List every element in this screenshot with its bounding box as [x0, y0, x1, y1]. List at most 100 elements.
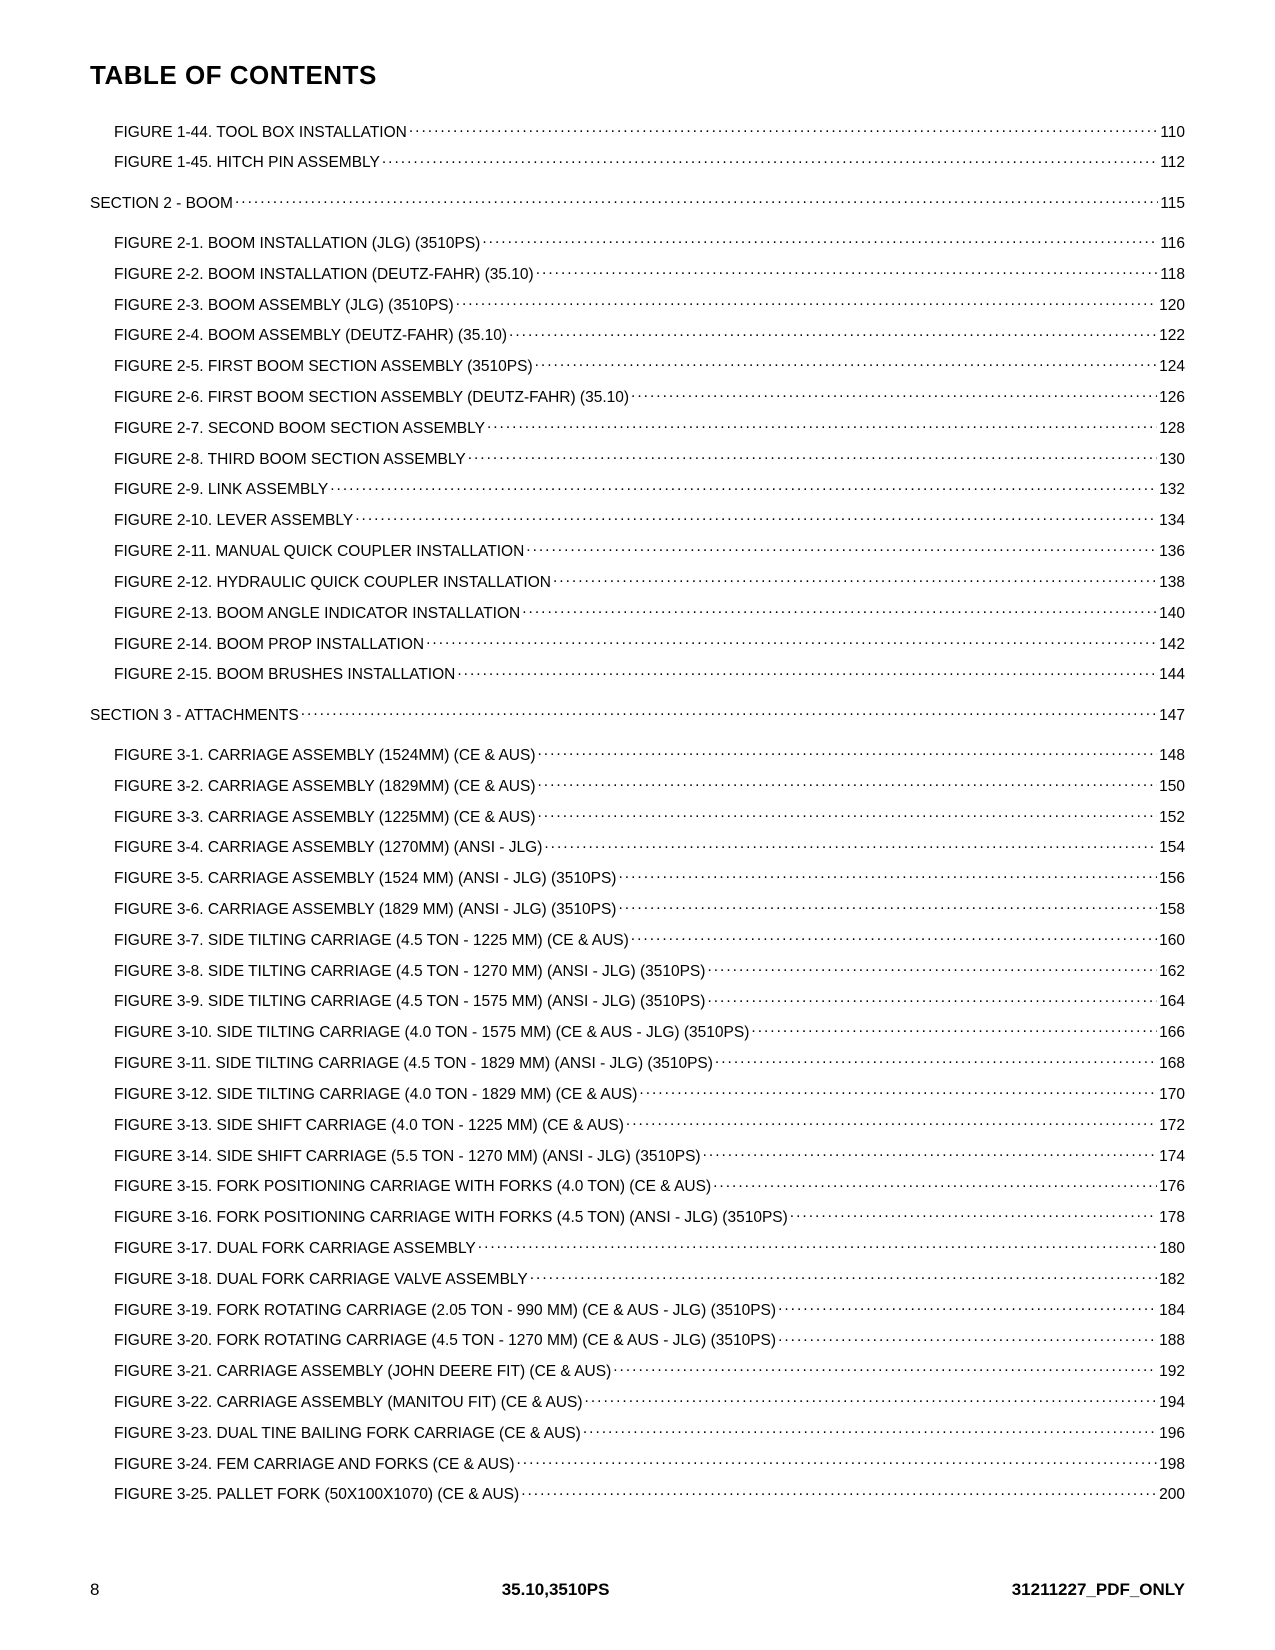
- toc-leader-dots: [456, 294, 1157, 310]
- toc-entry-label: FIGURE 2-4. BOOM ASSEMBLY (DEUTZ-FAHR) (…: [114, 327, 507, 345]
- toc-entry-label: FIGURE 3-23. DUAL TINE BAILING FORK CARR…: [114, 1425, 581, 1443]
- toc-entry-label: FIGURE 2-6. FIRST BOOM SECTION ASSEMBLY …: [114, 389, 629, 407]
- toc-entry: FIGURE 3-7. SIDE TILTING CARRIAGE (4.5 T…: [90, 929, 1185, 949]
- toc-entry-label: FIGURE 1-45. HITCH PIN ASSEMBLY: [114, 154, 380, 172]
- toc-leader-dots: [426, 633, 1157, 649]
- toc-entry-label: FIGURE 2-14. BOOM PROP INSTALLATION: [114, 636, 424, 654]
- toc-entry: FIGURE 1-45. HITCH PIN ASSEMBLY 112: [90, 152, 1185, 172]
- toc-leader-dots: [235, 192, 1158, 208]
- toc-entry: FIGURE 3-10. SIDE TILTING CARRIAGE (4.0 …: [90, 1022, 1185, 1042]
- toc-entry-label: FIGURE 2-3. BOOM ASSEMBLY (JLG) (3510PS): [114, 297, 454, 315]
- toc-entry-label: FIGURE 3-25. PALLET FORK (50X100X1070) (…: [114, 1486, 519, 1504]
- toc-entry-label: FIGURE 3-6. CARRIAGE ASSEMBLY (1829 MM) …: [114, 901, 616, 919]
- toc-entry-label: FIGURE 3-1. CARRIAGE ASSEMBLY (1524MM) (…: [114, 747, 535, 765]
- toc-entry: FIGURE 2-13. BOOM ANGLE INDICATOR INSTAL…: [90, 602, 1185, 622]
- toc-leader-dots: [553, 571, 1157, 587]
- toc-leader-dots: [482, 232, 1158, 248]
- toc-entry-page: 142: [1159, 636, 1185, 654]
- toc-leader-dots: [537, 744, 1157, 760]
- toc-leader-dots: [478, 1237, 1157, 1253]
- toc-entry: FIGURE 2-11. MANUAL QUICK COUPLER INSTAL…: [90, 541, 1185, 561]
- toc-leader-dots: [487, 417, 1157, 433]
- toc-entry: FIGURE 3-8. SIDE TILTING CARRIAGE (4.5 T…: [90, 960, 1185, 980]
- toc-leader-dots: [355, 510, 1157, 526]
- page-footer: 8 35.10,3510PS 31211227_PDF_ONLY: [90, 1580, 1185, 1600]
- toc-list: FIGURE 1-44. TOOL BOX INSTALLATION110FIG…: [90, 121, 1185, 1504]
- toc-entry: SECTION 2 - BOOM115: [90, 192, 1185, 212]
- toc-entry: FIGURE 2-15. BOOM BRUSHES INSTALLATION 1…: [90, 664, 1185, 684]
- toc-entry-label: FIGURE 3-15. FORK POSITIONING CARRIAGE W…: [114, 1178, 711, 1196]
- toc-entry-label: FIGURE 3-17. DUAL FORK CARRIAGE ASSEMBLY: [114, 1240, 476, 1258]
- toc-entry: FIGURE 2-12. HYDRAULIC QUICK COUPLER INS…: [90, 571, 1185, 591]
- toc-entry-label: FIGURE 2-15. BOOM BRUSHES INSTALLATION: [114, 666, 455, 684]
- toc-entry-label: FIGURE 3-24. FEM CARRIAGE AND FORKS (CE …: [114, 1456, 515, 1474]
- toc-leader-dots: [713, 1176, 1157, 1192]
- toc-leader-dots: [521, 1484, 1157, 1500]
- toc-entry-page: 130: [1159, 451, 1185, 469]
- toc-entry-label: FIGURE 2-8. THIRD BOOM SECTION ASSEMBLY: [114, 451, 466, 469]
- toc-entry-label: FIGURE 2-2. BOOM INSTALLATION (DEUTZ-FAH…: [114, 266, 534, 284]
- toc-entry: FIGURE 2-8. THIRD BOOM SECTION ASSEMBLY 1…: [90, 448, 1185, 468]
- toc-entry-page: 147: [1159, 707, 1185, 725]
- toc-leader-dots: [530, 1268, 1157, 1284]
- toc-entry-page: 112: [1160, 154, 1185, 172]
- toc-leader-dots: [715, 1053, 1157, 1069]
- toc-entry-page: 194: [1159, 1394, 1185, 1412]
- toc-entry: FIGURE 3-21. CARRIAGE ASSEMBLY (JOHN DEE…: [90, 1361, 1185, 1381]
- toc-leader-dots: [618, 899, 1157, 915]
- toc-leader-dots: [517, 1453, 1158, 1469]
- toc-entry-page: 140: [1159, 605, 1185, 623]
- toc-entry: FIGURE 3-15. FORK POSITIONING CARRIAGE W…: [90, 1176, 1185, 1196]
- toc-entry: FIGURE 3-14. SIDE SHIFT CARRIAGE (5.5 TO…: [90, 1145, 1185, 1165]
- toc-entry-label: FIGURE 3-16. FORK POSITIONING CARRIAGE W…: [114, 1209, 788, 1227]
- toc-leader-dots: [537, 775, 1157, 791]
- toc-entry-page: 184: [1159, 1302, 1185, 1320]
- toc-entry-page: 192: [1159, 1363, 1185, 1381]
- toc-entry: FIGURE 3-3. CARRIAGE ASSEMBLY (1225MM) (…: [90, 806, 1185, 826]
- toc-entry-label: FIGURE 3-19. FORK ROTATING CARRIAGE (2.0…: [114, 1302, 776, 1320]
- toc-leader-dots: [522, 602, 1157, 618]
- toc-entry-label: FIGURE 3-12. SIDE TILTING CARRIAGE (4.0 …: [114, 1086, 637, 1104]
- toc-entry: FIGURE 3-4. CARRIAGE ASSEMBLY (1270MM) (…: [90, 837, 1185, 857]
- toc-entry: FIGURE 3-23. DUAL TINE BAILING FORK CARR…: [90, 1422, 1185, 1442]
- toc-entry: FIGURE 2-4. BOOM ASSEMBLY (DEUTZ-FAHR) (…: [90, 325, 1185, 345]
- toc-entry: FIGURE 3-1. CARRIAGE ASSEMBLY (1524MM) (…: [90, 744, 1185, 764]
- toc-entry-label: FIGURE 2-5. FIRST BOOM SECTION ASSEMBLY …: [114, 358, 533, 376]
- toc-leader-dots: [583, 1422, 1157, 1438]
- toc-entry-page: 200: [1159, 1486, 1185, 1504]
- toc-entry-page: 174: [1159, 1148, 1185, 1166]
- toc-entry-page: 164: [1159, 993, 1185, 1011]
- footer-page-number: 8: [90, 1580, 99, 1600]
- toc-entry-page: 120: [1159, 297, 1185, 315]
- toc-entry-page: 198: [1159, 1456, 1185, 1474]
- toc-leader-dots: [707, 991, 1157, 1007]
- toc-entry-label: FIGURE 1-44. TOOL BOX INSTALLATION: [114, 124, 407, 142]
- toc-entry-label: FIGURE 3-2. CARRIAGE ASSEMBLY (1829MM) (…: [114, 778, 535, 796]
- toc-leader-dots: [751, 1022, 1157, 1038]
- toc-entry: FIGURE 3-5. CARRIAGE ASSEMBLY (1524 MM) …: [90, 868, 1185, 888]
- toc-entry-page: 176: [1159, 1178, 1185, 1196]
- toc-entry-label: FIGURE 2-13. BOOM ANGLE INDICATOR INSTAL…: [114, 605, 520, 623]
- toc-entry-page: 168: [1159, 1055, 1185, 1073]
- footer-model: 35.10,3510PS: [502, 1580, 610, 1600]
- toc-entry-label: FIGURE 2-12. HYDRAULIC QUICK COUPLER INS…: [114, 574, 551, 592]
- toc-entry-label: FIGURE 2-10. LEVER ASSEMBLY: [114, 512, 353, 530]
- toc-entry-page: 182: [1159, 1271, 1185, 1289]
- toc-entry-label: FIGURE 3-4. CARRIAGE ASSEMBLY (1270MM) (…: [114, 839, 542, 857]
- toc-entry: FIGURE 2-14. BOOM PROP INSTALLATION 142: [90, 633, 1185, 653]
- toc-entry-page: 148: [1159, 747, 1185, 765]
- toc-entry-page: 152: [1159, 809, 1185, 827]
- toc-entry-page: 116: [1160, 235, 1185, 253]
- toc-leader-dots: [626, 1114, 1157, 1130]
- toc-entry-label: FIGURE 3-21. CARRIAGE ASSEMBLY (JOHN DEE…: [114, 1363, 611, 1381]
- toc-entry: FIGURE 3-16. FORK POSITIONING CARRIAGE W…: [90, 1207, 1185, 1227]
- toc-entry-page: 118: [1160, 266, 1185, 284]
- toc-entry-label: FIGURE 2-11. MANUAL QUICK COUPLER INSTAL…: [114, 543, 524, 561]
- toc-entry-page: 150: [1159, 778, 1185, 796]
- toc-entry: FIGURE 2-2. BOOM INSTALLATION (DEUTZ-FAH…: [90, 263, 1185, 283]
- toc-entry-page: 196: [1159, 1425, 1185, 1443]
- toc-entry-label: FIGURE 3-14. SIDE SHIFT CARRIAGE (5.5 TO…: [114, 1148, 701, 1166]
- toc-entry-label: FIGURE 3-22. CARRIAGE ASSEMBLY (MANITOU …: [114, 1394, 583, 1412]
- toc-entry-page: 172: [1159, 1117, 1185, 1135]
- toc-leader-dots: [544, 837, 1157, 853]
